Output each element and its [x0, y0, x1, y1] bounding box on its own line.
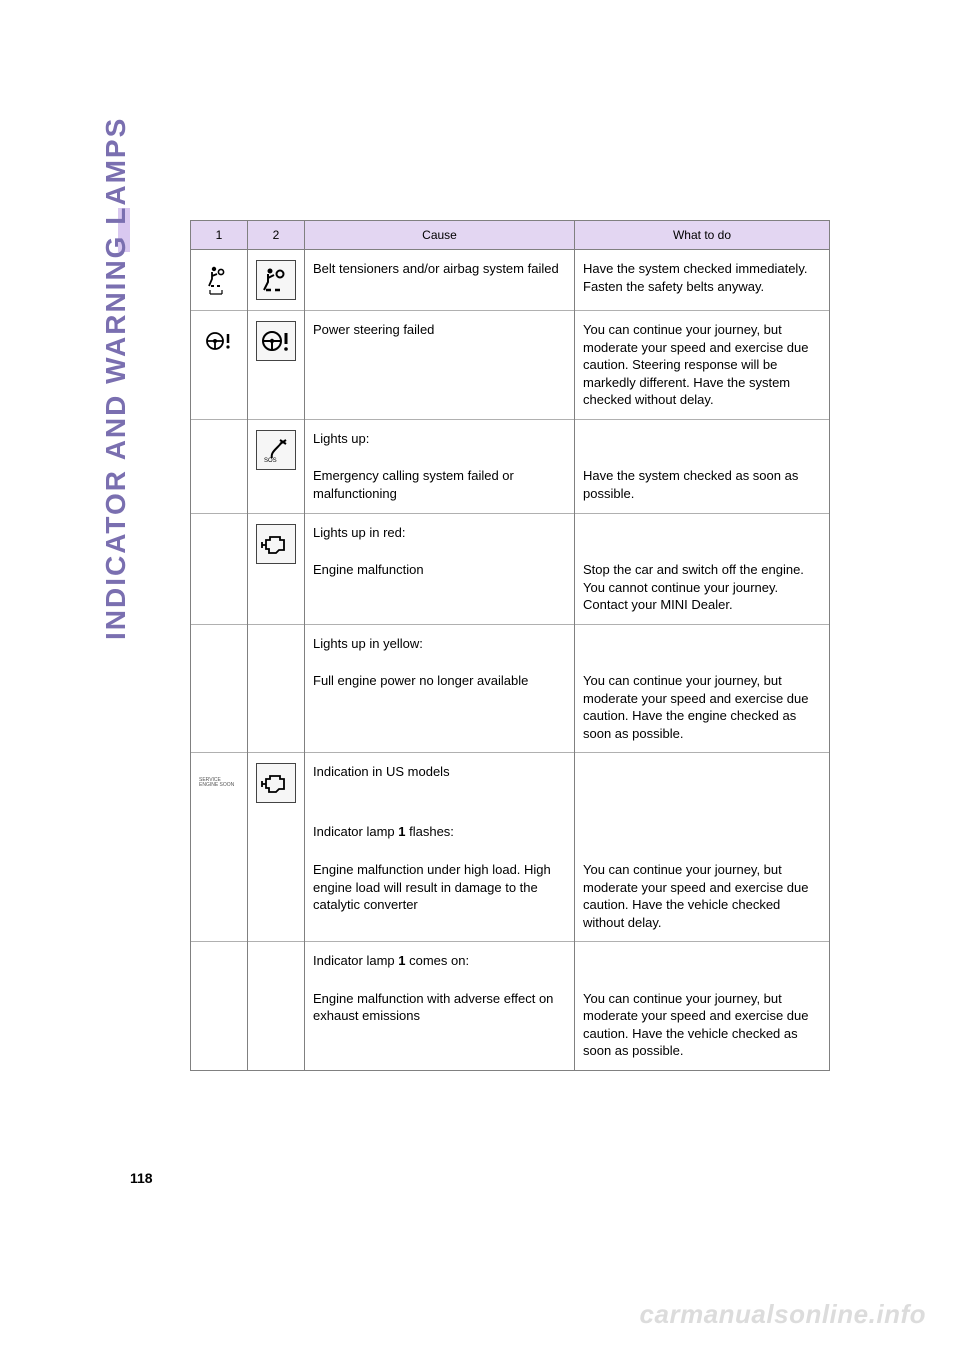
col-header-cause: Cause	[305, 221, 575, 250]
table-row: Power steering failed You can continue y…	[191, 311, 830, 420]
watermark: carmanualsonline.info	[640, 1299, 926, 1330]
table-row: Belt tensioners and/or airbag system fai…	[191, 250, 830, 311]
service-engine-soon-text-icon: SERVICE ENGINE SOON	[199, 763, 239, 803]
cause-cell: Power steering failed	[305, 311, 575, 420]
svg-text:SOS: SOS	[264, 458, 277, 464]
engine-outline-icon	[256, 524, 296, 564]
warning-lamps-table: 1 2 Cause What to do	[190, 220, 830, 1071]
cause-mid: Indicator lamp 1 comes on:	[305, 942, 575, 980]
table-row: Indicator lamp 1 flashes:	[191, 813, 830, 851]
action-cell: Stop the car and switch off the engine. …	[575, 551, 830, 624]
cause-top: Lights up:	[305, 419, 575, 457]
table-row: SERVICE ENGINE SOON Indication in US mod…	[191, 753, 830, 814]
table-row: Full engine power no longer available Yo…	[191, 662, 830, 753]
table-row: SOS Lights up:	[191, 419, 830, 457]
steering-warn-icon	[256, 321, 296, 361]
sos-icon: SOS	[256, 430, 296, 470]
cause-top: Lights up in yellow:	[305, 624, 575, 662]
action-cell: Have the system checked as soon as possi…	[575, 457, 830, 513]
table-row: Lights up in red:	[191, 513, 830, 551]
table-row: Indicator lamp 1 comes on:	[191, 942, 830, 980]
cause-mid-post: flashes:	[406, 824, 454, 839]
cause-cell: Emergency calling system failed or malfu…	[305, 457, 575, 513]
section-title-vertical: INDICATOR AND WARNING LAMPS	[100, 117, 132, 640]
cause-mid-bold: 1	[398, 824, 405, 839]
cause-cell: Engine malfunction	[305, 551, 575, 624]
content-area: 1 2 Cause What to do	[190, 220, 830, 1071]
steering-warn-small-icon	[199, 321, 239, 361]
table-row: Lights up in yellow:	[191, 624, 830, 662]
action-cell: You can continue your journey, but moder…	[575, 980, 830, 1071]
airbag-alt-icon	[199, 260, 239, 300]
engine-outline-icon	[256, 763, 296, 803]
cause-mid: Indicator lamp 1 flashes:	[305, 813, 575, 851]
table-header-row: 1 2 Cause What to do	[191, 221, 830, 250]
action-cell: You can continue your journey, but moder…	[575, 851, 830, 942]
cause-top: Indication in US models	[305, 753, 575, 814]
action-cell: You can continue your journey, but moder…	[575, 662, 830, 753]
page-number: 118	[130, 1170, 153, 1186]
cause-mid-pre: Indicator lamp	[313, 953, 398, 968]
action-cell: You can continue your journey, but moder…	[575, 311, 830, 420]
table-row: Engine malfunction under high load. High…	[191, 851, 830, 942]
table-row: Engine malfunction with adverse effect o…	[191, 980, 830, 1071]
service-engine-soon-label: SERVICE ENGINE SOON	[199, 778, 239, 788]
cause-cell: Engine malfunction under high load. High…	[305, 851, 575, 942]
cause-cell: Full engine power no longer available	[305, 662, 575, 753]
manual-page: INDICATOR AND WARNING LAMPS 1 2 Cause Wh…	[0, 0, 960, 1358]
col-header-1: 1	[191, 221, 248, 250]
airbag-icon	[256, 260, 296, 300]
action-cell: Have the system checked immediately. Fas…	[575, 250, 830, 311]
cause-mid-post: comes on:	[406, 953, 470, 968]
col-header-2: 2	[248, 221, 305, 250]
cause-top: Lights up in red:	[305, 513, 575, 551]
cause-cell: Engine malfunction with adverse effect o…	[305, 980, 575, 1071]
cause-cell: Belt tensioners and/or airbag system fai…	[305, 250, 575, 311]
cause-mid-bold: 1	[398, 953, 405, 968]
col-header-action: What to do	[575, 221, 830, 250]
cause-mid-pre: Indicator lamp	[313, 824, 398, 839]
